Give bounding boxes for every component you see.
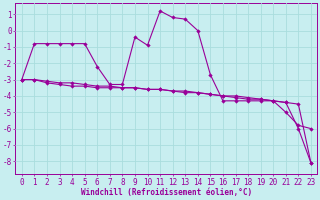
- X-axis label: Windchill (Refroidissement éolien,°C): Windchill (Refroidissement éolien,°C): [81, 188, 252, 197]
